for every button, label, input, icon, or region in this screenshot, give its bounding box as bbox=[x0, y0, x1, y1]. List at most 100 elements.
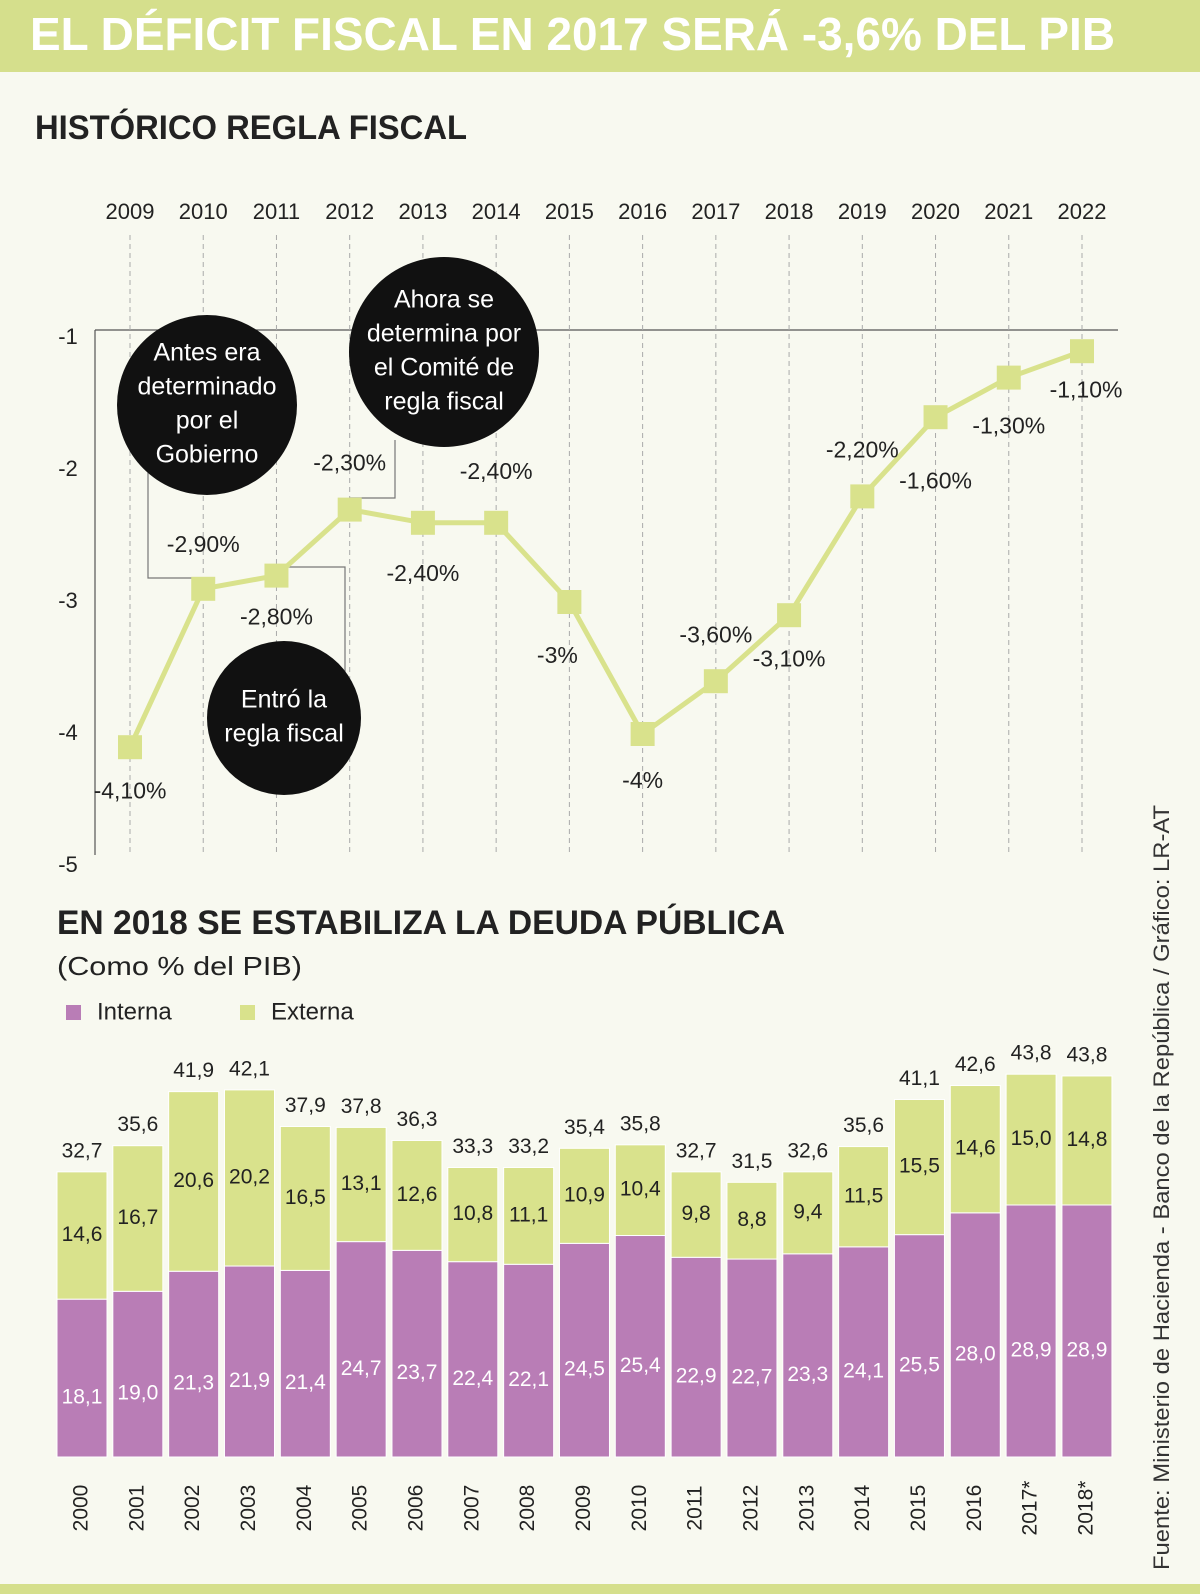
x-tick-label: 2022 bbox=[1058, 199, 1107, 224]
x-tick-label: 2018* bbox=[1074, 1481, 1097, 1536]
total-label: 43,8 bbox=[1011, 1042, 1052, 1065]
bar-segment bbox=[391, 1249, 443, 1458]
bar-segment bbox=[56, 1298, 108, 1458]
data-label: -3,60% bbox=[679, 621, 752, 647]
data-point bbox=[777, 603, 802, 628]
bar-segment bbox=[56, 1171, 108, 1300]
bar-segment bbox=[279, 1269, 331, 1458]
data-label: -2,80% bbox=[240, 604, 313, 630]
data-label: 19,0 bbox=[117, 1382, 158, 1405]
total-label: 35,6 bbox=[843, 1114, 884, 1137]
total-label: 35,8 bbox=[620, 1112, 661, 1135]
data-label: 28,9 bbox=[1067, 1339, 1108, 1362]
bar-segment bbox=[558, 1242, 610, 1458]
data-point bbox=[923, 405, 948, 430]
x-tick-label: 2009 bbox=[572, 1485, 595, 1532]
data-point bbox=[850, 484, 875, 509]
data-label: -4,10% bbox=[94, 777, 167, 803]
bar-segment bbox=[893, 1234, 945, 1458]
x-tick-label: 2017* bbox=[1019, 1481, 1042, 1536]
data-label: -4% bbox=[622, 767, 663, 793]
data-point bbox=[996, 365, 1021, 390]
data-label: 22,4 bbox=[452, 1367, 493, 1390]
data-label: 22,7 bbox=[732, 1366, 773, 1389]
y-tick-label: -4 bbox=[58, 720, 78, 745]
bar-segment bbox=[1005, 1073, 1057, 1206]
x-tick-label: 2019 bbox=[838, 199, 887, 224]
x-tick-label: 2016 bbox=[963, 1485, 986, 1532]
bar-segment bbox=[949, 1212, 1001, 1458]
footer-band bbox=[0, 1584, 1200, 1594]
total-label: 36,3 bbox=[397, 1108, 438, 1131]
data-label: -2,90% bbox=[167, 531, 240, 557]
data-label: 10,9 bbox=[564, 1183, 605, 1206]
annotation-bubble bbox=[207, 641, 361, 795]
total-label: 31,5 bbox=[732, 1150, 773, 1173]
bar-segment bbox=[670, 1256, 722, 1458]
data-label: 20,6 bbox=[173, 1169, 214, 1192]
y-tick-label: -2 bbox=[58, 456, 78, 481]
chart-title: HISTÓRICO REGLA FISCAL bbox=[35, 109, 467, 147]
x-tick-label: 2003 bbox=[237, 1485, 260, 1532]
connector bbox=[277, 566, 346, 680]
x-tick-label: 2008 bbox=[516, 1485, 539, 1532]
total-label: 37,8 bbox=[341, 1095, 382, 1118]
data-label: 10,8 bbox=[452, 1202, 493, 1225]
header-band bbox=[0, 0, 1200, 72]
annotation-text: determinado bbox=[138, 373, 277, 401]
bar-segment bbox=[614, 1144, 666, 1237]
source-note: Fuente: Ministerio de Hacienda - Banco d… bbox=[1149, 805, 1174, 1570]
bar-segment bbox=[614, 1235, 666, 1458]
data-label: 13,1 bbox=[341, 1172, 382, 1195]
data-label: 24,7 bbox=[341, 1357, 382, 1380]
data-label: 21,3 bbox=[173, 1372, 214, 1395]
x-tick-label: 2014 bbox=[472, 199, 521, 224]
bar-segment bbox=[503, 1263, 555, 1458]
total-label: 42,1 bbox=[229, 1057, 270, 1080]
annotation-text: Ahora se bbox=[394, 286, 494, 314]
data-label: 28,0 bbox=[955, 1342, 996, 1365]
data-label: 16,5 bbox=[285, 1186, 326, 1209]
x-tick-label: 2006 bbox=[405, 1485, 428, 1532]
total-label: 32,6 bbox=[787, 1139, 828, 1162]
annotation-bubble bbox=[117, 315, 297, 495]
data-label: 23,7 bbox=[397, 1361, 438, 1384]
x-tick-label: 2004 bbox=[293, 1484, 316, 1531]
data-point bbox=[410, 510, 435, 535]
data-label: 16,7 bbox=[117, 1206, 158, 1229]
bar-segment bbox=[279, 1126, 331, 1271]
bar-segment bbox=[335, 1126, 387, 1243]
annotation-text: regla fiscal bbox=[224, 720, 344, 748]
y-tick-label: -1 bbox=[58, 324, 78, 349]
x-tick-label: 2010 bbox=[628, 1485, 651, 1532]
bar-segment bbox=[558, 1147, 610, 1244]
data-point bbox=[484, 510, 509, 535]
x-tick-label: 2017 bbox=[691, 199, 740, 224]
data-label: 11,1 bbox=[509, 1203, 548, 1226]
x-tick-label: 2015 bbox=[545, 199, 594, 224]
data-label: 14,6 bbox=[62, 1223, 103, 1246]
data-point bbox=[1070, 339, 1094, 364]
x-tick-label: 2012 bbox=[740, 1485, 763, 1532]
bar-segment bbox=[949, 1085, 1001, 1214]
annotation-text: el Comité de bbox=[374, 354, 514, 382]
data-label: 15,5 bbox=[899, 1155, 940, 1178]
legend-swatch bbox=[240, 1005, 255, 1020]
data-label: 12,6 bbox=[397, 1183, 438, 1206]
bar-segment bbox=[503, 1166, 555, 1265]
total-label: 33,3 bbox=[452, 1135, 493, 1158]
x-tick-label: 2001 bbox=[125, 1485, 148, 1532]
data-label: 21,9 bbox=[229, 1369, 270, 1392]
x-tick-label: 2005 bbox=[349, 1485, 372, 1532]
annotation-bubble bbox=[349, 257, 539, 447]
data-point bbox=[337, 497, 362, 522]
data-label: 9,8 bbox=[682, 1202, 711, 1225]
total-label: 41,1 bbox=[899, 1067, 940, 1090]
bar-segment bbox=[391, 1139, 443, 1251]
x-tick-label: 2000 bbox=[70, 1485, 93, 1532]
x-tick-label: 2014 bbox=[851, 1484, 874, 1531]
data-label: 21,4 bbox=[285, 1371, 326, 1394]
data-label: 9,4 bbox=[793, 1200, 823, 1223]
bar-segment bbox=[670, 1171, 722, 1258]
